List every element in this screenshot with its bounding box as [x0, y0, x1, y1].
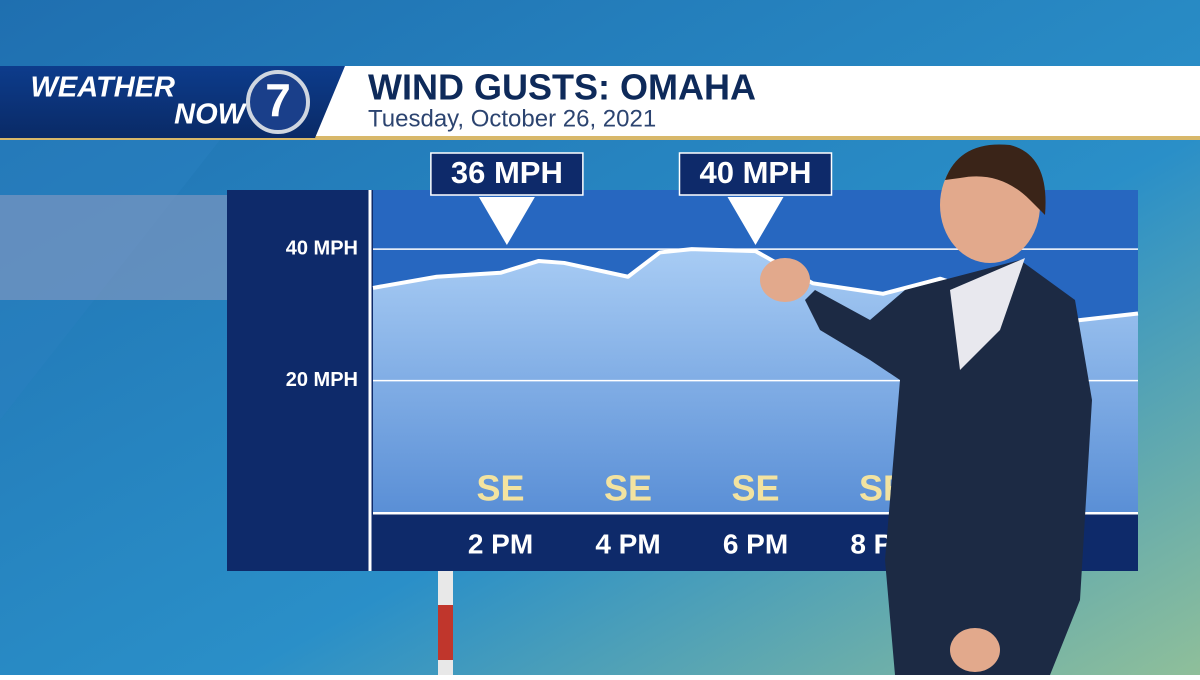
- x-tick-label: 6 PM: [723, 528, 788, 559]
- axis-panel: [227, 190, 373, 571]
- wind-direction: SE: [604, 468, 652, 509]
- logo-number: 7: [265, 74, 291, 126]
- chart-subtitle: Tuesday, October 26, 2021: [368, 105, 656, 132]
- y-tick-label: 20 MPH: [286, 369, 358, 391]
- presenter: [760, 144, 1092, 675]
- banner-rule: [0, 136, 1200, 140]
- bg-shape: [0, 195, 230, 300]
- pole-stripe: [438, 605, 453, 660]
- chart-title: WIND GUSTS: OMAHA: [368, 67, 756, 108]
- logo-text: NOW: [174, 99, 248, 131]
- callout-text: 40 MPH: [700, 155, 812, 190]
- callout-text: 36 MPH: [451, 155, 563, 190]
- wind-direction: SE: [476, 468, 524, 509]
- y-tick-label: 40 MPH: [286, 237, 358, 259]
- logo-circle: [246, 70, 310, 134]
- callout-box: [678, 152, 833, 196]
- callout-pointer: [478, 197, 535, 245]
- callout-pointer: [727, 197, 784, 245]
- x-tick-label: 4 PM: [595, 528, 660, 559]
- callout-box: [430, 152, 584, 196]
- logo-text: WEATHER: [31, 72, 176, 104]
- x-tick-label: 2 PM: [468, 528, 533, 559]
- wind-direction: SE: [731, 468, 779, 509]
